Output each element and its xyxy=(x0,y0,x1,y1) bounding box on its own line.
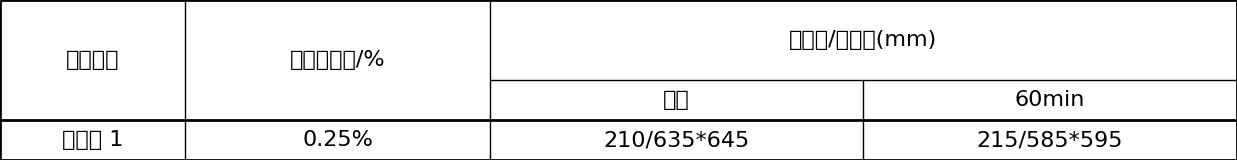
Text: 210/635*645: 210/635*645 xyxy=(604,130,750,150)
Text: 样品编号: 样品编号 xyxy=(66,50,119,70)
Text: 坍落度/扩展度(mm): 坍落度/扩展度(mm) xyxy=(789,30,938,50)
Text: 0.25%: 0.25% xyxy=(302,130,372,150)
Text: 折固计掺量/%: 折固计掺量/% xyxy=(289,50,385,70)
Text: 60min: 60min xyxy=(1014,90,1085,110)
Text: 215/585*595: 215/585*595 xyxy=(977,130,1123,150)
Text: 实施例 1: 实施例 1 xyxy=(62,130,124,150)
Text: 初始: 初始 xyxy=(663,90,690,110)
